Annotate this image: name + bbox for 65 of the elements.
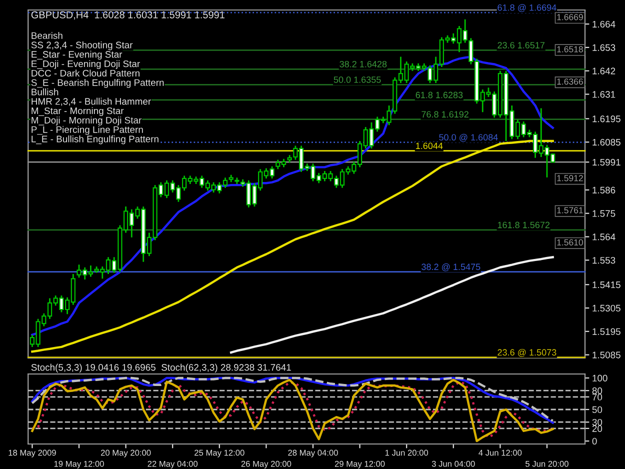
- x-tick-label: 20 May 20:00: [100, 450, 151, 458]
- ref-line-label: 38.2 @ 1.5475: [422, 263, 480, 272]
- y-tick-label: 100: [592, 374, 608, 382]
- ref-line-label: 61.8 @ 1.6694: [498, 4, 556, 12]
- ref-line-label: 50.0 @ 1.6084: [439, 134, 498, 142]
- annotation: SS 2,3,4 - Shooting Star: [31, 41, 133, 50]
- annotation: 1.5912: [557, 175, 583, 182]
- ref-line-label: 161.8 1.5672: [498, 222, 550, 228]
- ref-line-label: 50.0 1.6355: [334, 76, 381, 83]
- annotation: 1.6669: [557, 14, 583, 20]
- x-tick-label: 28 May 04:00: [288, 450, 338, 458]
- text: Stoch(5,3,3) 19.0416 19.6965 Stoch(62,3,3) 28.9238 31.7641: [31, 364, 291, 373]
- y-tick-label: 1.5415: [592, 282, 620, 288]
- annotation: S_E - Bearish Engulfing Pattern: [31, 79, 164, 88]
- annotation: M_Star - Morning Star: [32, 107, 124, 116]
- annotation: Bullish: [32, 88, 58, 96]
- annotation: M_Doji - Morning Doji Star: [32, 116, 142, 126]
- x-tick-label: 26 May 20:00: [241, 460, 292, 468]
- y-tick-label: 1.6085: [592, 138, 620, 146]
- y-tick-label: 1.653: [592, 44, 616, 51]
- x-tick-label: 19 May 12:00: [54, 460, 104, 468]
- annotation: 1.5761: [557, 207, 583, 214]
- annotation: 1.6518: [557, 46, 583, 52]
- annotation: 1.6366: [557, 78, 583, 85]
- y-tick-label: 0: [592, 438, 597, 445]
- y-tick-label: 20: [592, 425, 602, 432]
- annotation: 1.5610: [557, 239, 583, 246]
- ref-line-label: 76.8 1.6192: [422, 111, 468, 118]
- y-tick-label: 1.586: [592, 186, 616, 194]
- y-tick-label: 1.553: [592, 256, 616, 264]
- annotation: HMR 2,3,4 - Bullish Hammer: [32, 98, 151, 106]
- y-tick-label: 1.642: [592, 68, 616, 74]
- ref-line-label: 1.6044: [416, 142, 443, 150]
- y-tick-label: 70: [592, 394, 602, 400]
- y-tick-label: 1.664: [592, 20, 616, 28]
- annotation: P_L - Piercing Line Pattern: [32, 126, 143, 135]
- x-tick-label: 18 May 2009: [8, 450, 56, 458]
- y-tick-label: 1.564: [592, 234, 616, 240]
- y-tick-label: 1.5991: [592, 158, 620, 166]
- y-tick-label: 30: [592, 418, 602, 426]
- ref-line-label: 23.6 1.6517: [498, 42, 544, 48]
- y-tick-label: 1.631: [592, 91, 616, 98]
- x-tick-label: 22 May 04:00: [148, 460, 198, 468]
- y-tick-label: 1.5085: [592, 352, 620, 358]
- ref-line-label: 38.2 1.6428: [340, 60, 387, 68]
- ref-line-label: 61.8 1.6283: [416, 92, 463, 98]
- x-tick-label: 4 Jun 12:00: [478, 450, 522, 456]
- x-tick-label: 29 May 12:00: [334, 460, 385, 468]
- y-tick-label: 1.6195: [592, 116, 620, 122]
- y-tick-label: 50: [592, 406, 602, 414]
- ref-line-label: 23.6 @ 1.5073: [498, 348, 556, 357]
- x-tick-label: 1 Jun 20:00: [385, 450, 428, 456]
- chart-title: GBPUSD,H4 1.6028 1.6031 1.5991 1.5991: [31, 11, 224, 20]
- y-tick-label: 80: [592, 387, 602, 394]
- y-tick-label: 1.5305: [592, 304, 620, 312]
- y-tick-label: 1.575: [592, 210, 616, 217]
- x-tick-label: 3 Jun 04:00: [432, 460, 475, 467]
- annotation: DCC - Dark Cloud Pattern: [32, 70, 140, 77]
- annotation: E_Doji - Evening Doji Star: [32, 60, 140, 70]
- x-tick-label: 5 Jun 20:00: [526, 460, 568, 467]
- y-tick-label: 1.5195: [592, 328, 620, 335]
- annotation: Bearish: [32, 32, 62, 39]
- x-tick-label: 25 May 12:00: [194, 450, 244, 458]
- annotation: E_Star - Evening Star: [32, 50, 122, 60]
- annotation: L_E - Bullish Engulfing Pattern: [32, 135, 158, 144]
